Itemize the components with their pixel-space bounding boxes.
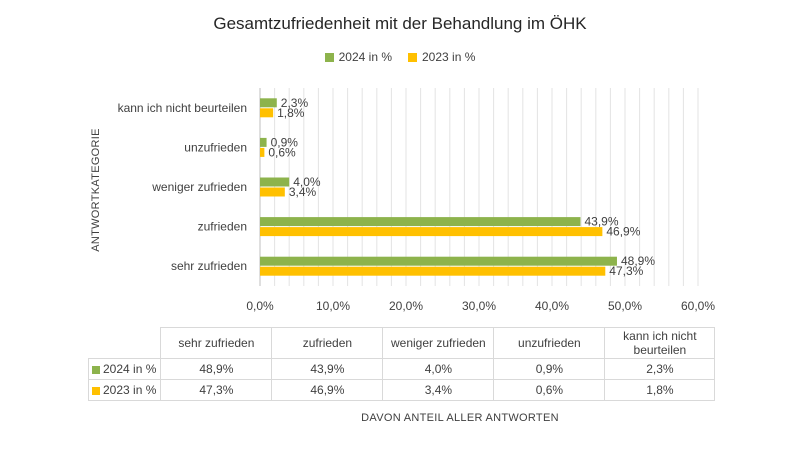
bars (260, 98, 617, 276)
x-axis-title: DAVON ANTEIL ALLER ANTWORTEN (361, 412, 559, 424)
row-label-2024: 2024 in % (103, 362, 157, 376)
data-table-cell: 48,9% (160, 358, 273, 380)
data-table-row-2023: 2023 in % 47,3% 46,9% 3,4% 0,6% 1,8% (87, 379, 716, 401)
gridlines (259, 88, 699, 286)
data-table-cell: 4,0% (382, 358, 495, 380)
row-label-2023: 2023 in % (103, 383, 157, 397)
bar[interactable] (260, 227, 603, 237)
legend-label-2023: 2023 in % (422, 50, 476, 64)
bar[interactable] (260, 266, 606, 276)
data-table-row-2024: 2024 in % 48,9% 43,9% 4,0% 0,9% 2,3% (87, 358, 716, 380)
data-label: 4,0% (293, 175, 321, 189)
data-table-cell: 47,3% (160, 379, 273, 401)
data-table-cell: 1,8% (604, 379, 716, 401)
x-tick-labels: 0,0% 10,0% 20,0% 30,0% 40,0% 50,0% 60,0% (246, 299, 715, 313)
category-label: weniger zufrieden (151, 180, 247, 194)
data-label: 2,3% (281, 96, 309, 110)
x-tick-label: 30,0% (462, 299, 496, 313)
data-label: 48,9% (621, 254, 655, 268)
data-table-header-cell: weniger zufrieden (382, 327, 495, 359)
legend-item-2024[interactable]: 2024 in % (324, 50, 392, 64)
data-table: sehr zufrieden zufrieden weniger zufried… (87, 327, 716, 401)
data-table-cell: 43,9% (271, 358, 384, 380)
data-table-row-label: 2024 in % (87, 358, 162, 380)
data-table-cell: 46,9% (271, 379, 384, 401)
data-table-header-cell: sehr zufrieden (160, 327, 273, 359)
data-label: 47,3% (609, 264, 643, 278)
x-tick-label: 50,0% (608, 299, 642, 313)
data-label: 0,6% (268, 145, 296, 159)
row-swatch-2023 (92, 386, 100, 395)
bar-chart: 48,9%47,3% 43,9%46,9% 4,0%3,4% 0,9%0,6% 2,3%… (118, 88, 715, 313)
data-table-cell: 3,4% (382, 379, 495, 401)
bar[interactable] (260, 217, 581, 227)
legend-item-2023[interactable]: 2023 in % (408, 50, 475, 64)
legend: 2024 in % 2023 in % (0, 50, 800, 64)
bar[interactable] (260, 177, 290, 187)
data-table-header-cell: kann ich nicht beurteilen (604, 327, 716, 359)
bar[interactable] (260, 137, 267, 147)
data-label: 46,9% (606, 225, 640, 239)
chart-title: Gesamtzufriedenheit mit der Behandlung i… (213, 14, 587, 33)
data-table-cell: 2,3% (604, 358, 716, 380)
data-label: 3,4% (289, 185, 317, 199)
legend-label-2024: 2024 in % (338, 50, 392, 64)
category-labels: sehr zufrieden zufrieden weniger zufrieden… (118, 101, 247, 273)
category-label: kann ich nicht beurteilen (118, 101, 247, 115)
x-tick-label: 20,0% (389, 299, 423, 313)
data-label: 1,8% (277, 106, 305, 120)
data-label: 0,9% (271, 135, 299, 149)
category-label: sehr zufrieden (171, 259, 247, 273)
legend-swatch-2024 (324, 52, 334, 62)
x-tick-label: 0,0% (246, 299, 274, 313)
data-label: 43,9% (584, 215, 618, 229)
category-label: unzufrieden (184, 140, 247, 154)
row-swatch-2024 (92, 365, 100, 374)
data-table-corner (88, 327, 162, 359)
bar[interactable] (260, 98, 277, 108)
data-table-header-row: sehr zufrieden zufrieden weniger zufried… (88, 327, 716, 359)
x-tick-label: 40,0% (535, 299, 569, 313)
data-labels: 48,9%47,3% 43,9%46,9% 4,0%3,4% 0,9%0,6% 2,3%… (268, 96, 655, 278)
bar[interactable] (260, 256, 617, 266)
data-table-header-cell: unzufrieden (493, 327, 606, 359)
data-table-row-label: 2023 in % (87, 379, 162, 401)
legend-swatch-2023 (408, 52, 417, 62)
data-table-header-cell: zufrieden (271, 327, 384, 359)
x-tick-label: 10,0% (316, 299, 350, 313)
bar[interactable] (260, 147, 265, 157)
bar[interactable] (260, 187, 285, 197)
data-table-cell: 0,9% (493, 358, 606, 380)
x-tick-label: 60,0% (681, 299, 715, 313)
data-table-cell: 0,6% (493, 379, 606, 401)
category-label: zufrieden (198, 220, 247, 234)
bar[interactable] (260, 108, 274, 118)
